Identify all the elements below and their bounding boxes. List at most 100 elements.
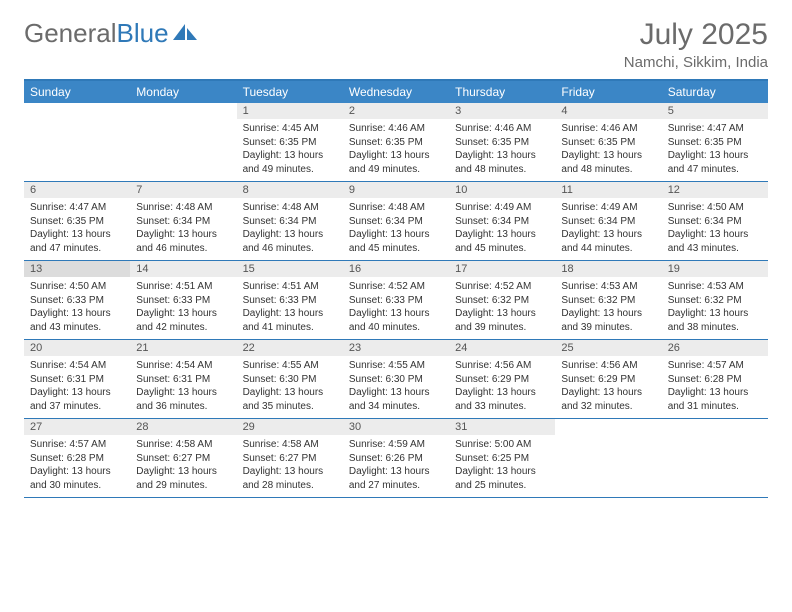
day-body: Sunrise: 4:56 AMSunset: 6:29 PMDaylight:… [555, 356, 661, 417]
day-body: Sunrise: 4:57 AMSunset: 6:28 PMDaylight:… [662, 356, 768, 417]
header: GeneralBlue July 2025 Namchi, Sikkim, In… [24, 18, 768, 71]
day-number: 4 [555, 103, 661, 119]
day-cell: 15Sunrise: 4:51 AMSunset: 6:33 PMDayligh… [237, 261, 343, 339]
day-cell: 11Sunrise: 4:49 AMSunset: 6:34 PMDayligh… [555, 182, 661, 260]
day-number: 9 [343, 182, 449, 198]
day-body: Sunrise: 4:51 AMSunset: 6:33 PMDaylight:… [237, 277, 343, 338]
empty-cell [555, 419, 661, 497]
week-row: 20Sunrise: 4:54 AMSunset: 6:31 PMDayligh… [24, 340, 768, 419]
day-number: 7 [130, 182, 236, 198]
location: Namchi, Sikkim, India [624, 54, 768, 71]
day-cell: 29Sunrise: 4:58 AMSunset: 6:27 PMDayligh… [237, 419, 343, 497]
day-body: Sunrise: 4:49 AMSunset: 6:34 PMDaylight:… [555, 198, 661, 259]
day-body: Sunrise: 4:49 AMSunset: 6:34 PMDaylight:… [449, 198, 555, 259]
day-cell: 31Sunrise: 5:00 AMSunset: 6:25 PMDayligh… [449, 419, 555, 497]
day-cell: 8Sunrise: 4:48 AMSunset: 6:34 PMDaylight… [237, 182, 343, 260]
day-cell: 3Sunrise: 4:46 AMSunset: 6:35 PMDaylight… [449, 103, 555, 181]
weekday-header: Tuesday [237, 81, 343, 103]
day-cell: 1Sunrise: 4:45 AMSunset: 6:35 PMDaylight… [237, 103, 343, 181]
weekday-row: SundayMondayTuesdayWednesdayThursdayFrid… [24, 81, 768, 103]
week-row: 13Sunrise: 4:50 AMSunset: 6:33 PMDayligh… [24, 261, 768, 340]
day-number: 5 [662, 103, 768, 119]
day-number: 6 [24, 182, 130, 198]
day-cell: 2Sunrise: 4:46 AMSunset: 6:35 PMDaylight… [343, 103, 449, 181]
weekday-header: Friday [555, 81, 661, 103]
day-body: Sunrise: 4:47 AMSunset: 6:35 PMDaylight:… [662, 119, 768, 180]
weekday-header: Saturday [662, 81, 768, 103]
day-cell: 4Sunrise: 4:46 AMSunset: 6:35 PMDaylight… [555, 103, 661, 181]
day-cell: 21Sunrise: 4:54 AMSunset: 6:31 PMDayligh… [130, 340, 236, 418]
day-body: Sunrise: 4:52 AMSunset: 6:33 PMDaylight:… [343, 277, 449, 338]
day-body: Sunrise: 4:45 AMSunset: 6:35 PMDaylight:… [237, 119, 343, 180]
day-number: 11 [555, 182, 661, 198]
weekday-header: Thursday [449, 81, 555, 103]
calendar: SundayMondayTuesdayWednesdayThursdayFrid… [24, 79, 768, 498]
day-number: 25 [555, 340, 661, 356]
day-number: 30 [343, 419, 449, 435]
day-body: Sunrise: 4:54 AMSunset: 6:31 PMDaylight:… [24, 356, 130, 417]
day-number: 15 [237, 261, 343, 277]
day-body: Sunrise: 4:56 AMSunset: 6:29 PMDaylight:… [449, 356, 555, 417]
week-row: 6Sunrise: 4:47 AMSunset: 6:35 PMDaylight… [24, 182, 768, 261]
day-cell: 20Sunrise: 4:54 AMSunset: 6:31 PMDayligh… [24, 340, 130, 418]
weekday-header: Wednesday [343, 81, 449, 103]
week-row: 1Sunrise: 4:45 AMSunset: 6:35 PMDaylight… [24, 103, 768, 182]
day-body: Sunrise: 5:00 AMSunset: 6:25 PMDaylight:… [449, 435, 555, 496]
month-title: July 2025 [624, 18, 768, 52]
day-number: 19 [662, 261, 768, 277]
logo-text-blue: Blue [117, 18, 169, 49]
day-cell: 7Sunrise: 4:48 AMSunset: 6:34 PMDaylight… [130, 182, 236, 260]
day-number: 29 [237, 419, 343, 435]
day-body: Sunrise: 4:46 AMSunset: 6:35 PMDaylight:… [555, 119, 661, 180]
day-body: Sunrise: 4:48 AMSunset: 6:34 PMDaylight:… [343, 198, 449, 259]
day-cell: 26Sunrise: 4:57 AMSunset: 6:28 PMDayligh… [662, 340, 768, 418]
day-cell: 25Sunrise: 4:56 AMSunset: 6:29 PMDayligh… [555, 340, 661, 418]
day-cell: 27Sunrise: 4:57 AMSunset: 6:28 PMDayligh… [24, 419, 130, 497]
day-body: Sunrise: 4:47 AMSunset: 6:35 PMDaylight:… [24, 198, 130, 259]
day-cell: 10Sunrise: 4:49 AMSunset: 6:34 PMDayligh… [449, 182, 555, 260]
day-cell: 18Sunrise: 4:53 AMSunset: 6:32 PMDayligh… [555, 261, 661, 339]
day-cell: 13Sunrise: 4:50 AMSunset: 6:33 PMDayligh… [24, 261, 130, 339]
day-number: 8 [237, 182, 343, 198]
day-number: 17 [449, 261, 555, 277]
day-number: 26 [662, 340, 768, 356]
day-body: Sunrise: 4:58 AMSunset: 6:27 PMDaylight:… [237, 435, 343, 496]
day-number: 1 [237, 103, 343, 119]
day-body: Sunrise: 4:46 AMSunset: 6:35 PMDaylight:… [343, 119, 449, 180]
day-number: 27 [24, 419, 130, 435]
day-number: 22 [237, 340, 343, 356]
day-number: 21 [130, 340, 236, 356]
day-number: 10 [449, 182, 555, 198]
day-cell: 16Sunrise: 4:52 AMSunset: 6:33 PMDayligh… [343, 261, 449, 339]
day-cell: 24Sunrise: 4:56 AMSunset: 6:29 PMDayligh… [449, 340, 555, 418]
day-number: 2 [343, 103, 449, 119]
day-body: Sunrise: 4:48 AMSunset: 6:34 PMDaylight:… [130, 198, 236, 259]
day-number: 24 [449, 340, 555, 356]
day-cell: 28Sunrise: 4:58 AMSunset: 6:27 PMDayligh… [130, 419, 236, 497]
day-number: 18 [555, 261, 661, 277]
title-block: July 2025 Namchi, Sikkim, India [624, 18, 768, 71]
day-body: Sunrise: 4:57 AMSunset: 6:28 PMDaylight:… [24, 435, 130, 496]
day-cell: 23Sunrise: 4:55 AMSunset: 6:30 PMDayligh… [343, 340, 449, 418]
weekday-header: Monday [130, 81, 236, 103]
sail-icon [173, 18, 199, 49]
day-number: 20 [24, 340, 130, 356]
day-body: Sunrise: 4:50 AMSunset: 6:33 PMDaylight:… [24, 277, 130, 338]
weeks-container: 1Sunrise: 4:45 AMSunset: 6:35 PMDaylight… [24, 103, 768, 498]
day-number: 13 [24, 261, 130, 277]
day-number: 12 [662, 182, 768, 198]
logo-text-general: General [24, 18, 117, 49]
day-cell: 5Sunrise: 4:47 AMSunset: 6:35 PMDaylight… [662, 103, 768, 181]
day-cell: 9Sunrise: 4:48 AMSunset: 6:34 PMDaylight… [343, 182, 449, 260]
day-number: 31 [449, 419, 555, 435]
day-number: 16 [343, 261, 449, 277]
week-row: 27Sunrise: 4:57 AMSunset: 6:28 PMDayligh… [24, 419, 768, 498]
day-number: 14 [130, 261, 236, 277]
day-body: Sunrise: 4:53 AMSunset: 6:32 PMDaylight:… [662, 277, 768, 338]
day-body: Sunrise: 4:51 AMSunset: 6:33 PMDaylight:… [130, 277, 236, 338]
day-number: 23 [343, 340, 449, 356]
logo: GeneralBlue [24, 18, 199, 49]
day-cell: 12Sunrise: 4:50 AMSunset: 6:34 PMDayligh… [662, 182, 768, 260]
empty-cell [662, 419, 768, 497]
day-cell: 14Sunrise: 4:51 AMSunset: 6:33 PMDayligh… [130, 261, 236, 339]
